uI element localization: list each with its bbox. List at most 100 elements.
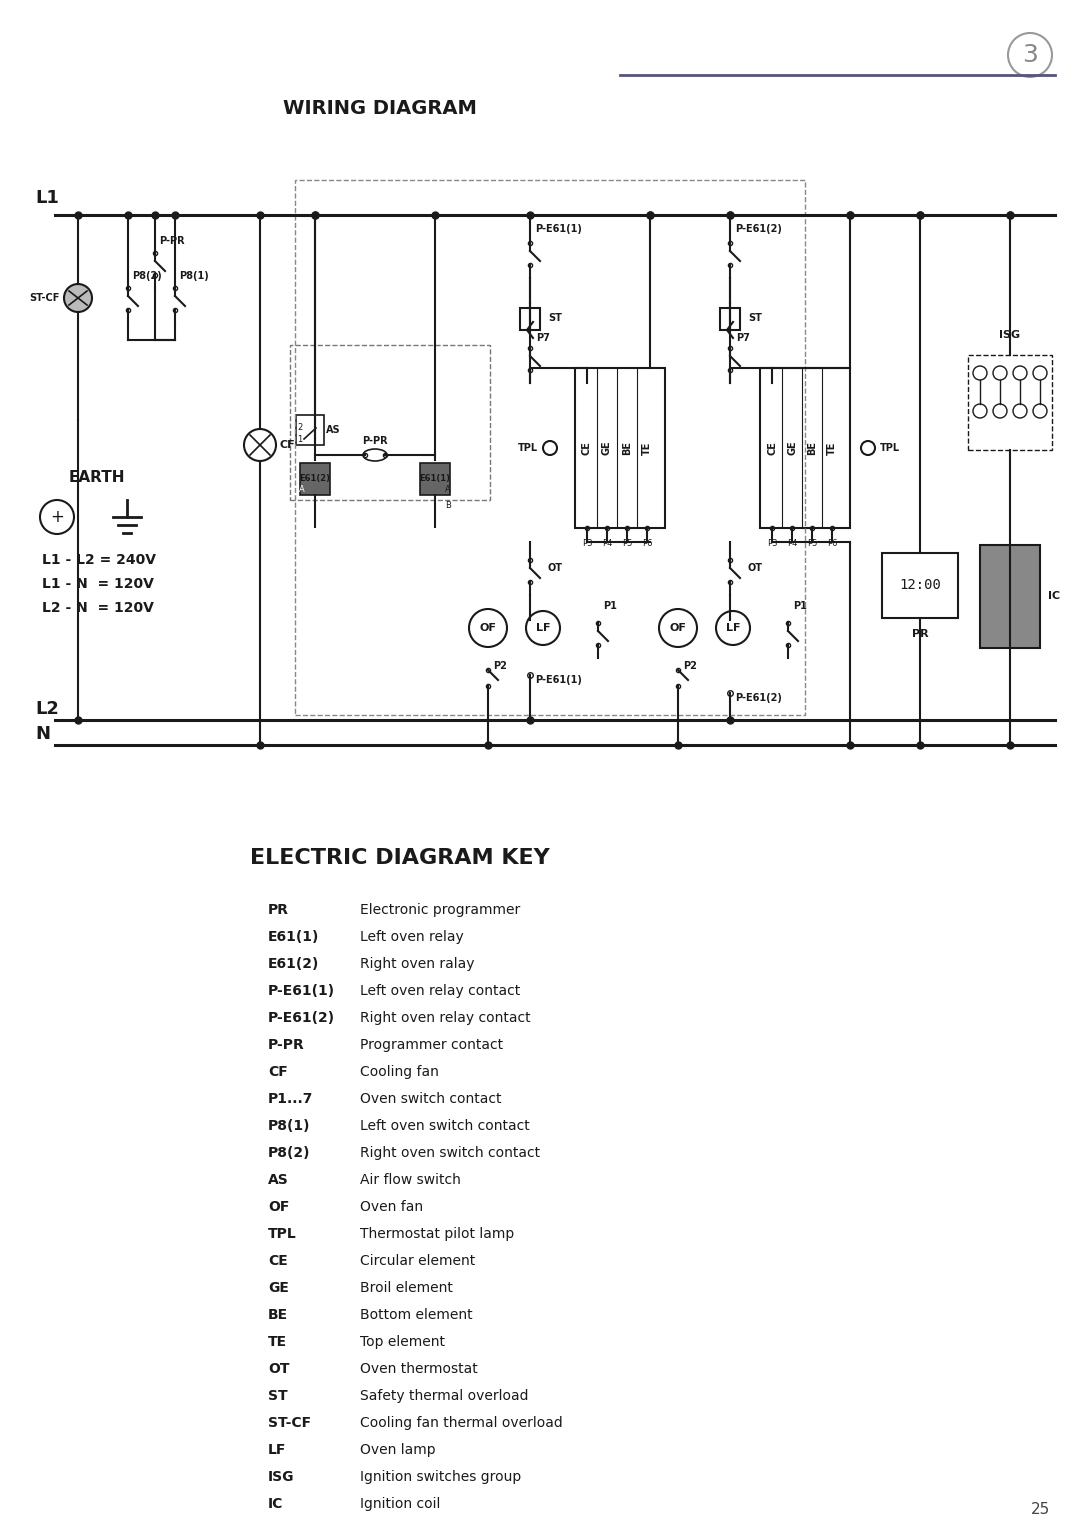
Text: ST: ST: [268, 1390, 287, 1403]
Bar: [980, 545, 1040, 647]
Text: ST-CF: ST-CF: [29, 293, 60, 302]
Text: TPL: TPL: [268, 1228, 297, 1241]
Text: BE: BE: [268, 1309, 288, 1322]
Text: Programmer contact: Programmer contact: [360, 1038, 503, 1052]
Text: OT: OT: [748, 563, 762, 573]
Text: P-E61(1): P-E61(1): [535, 224, 582, 234]
Text: 12:00: 12:00: [899, 579, 941, 592]
Text: E61(2): E61(2): [299, 473, 330, 483]
Text: P1: P1: [793, 602, 807, 611]
Text: IC: IC: [1048, 591, 1061, 602]
Bar: [575, 368, 665, 528]
Text: CF: CF: [280, 440, 296, 450]
Text: EARTH: EARTH: [69, 469, 125, 484]
Text: BE: BE: [622, 441, 632, 455]
Text: CE: CE: [767, 441, 777, 455]
Text: P8(2): P8(2): [132, 270, 162, 281]
Text: PR: PR: [912, 629, 929, 638]
Text: E61(1): E61(1): [419, 473, 450, 483]
Text: L2 - N  = 120V: L2 - N = 120V: [42, 602, 153, 615]
Text: TE: TE: [827, 441, 837, 455]
Text: P5: P5: [807, 539, 818, 548]
Text: WIRING DIAGRAM: WIRING DIAGRAM: [283, 99, 477, 118]
Text: Cooling fan: Cooling fan: [360, 1064, 438, 1080]
Text: P-E61(1): P-E61(1): [268, 983, 335, 999]
Bar: [882, 553, 958, 618]
Text: IC: IC: [268, 1496, 283, 1512]
Text: PR: PR: [268, 902, 289, 918]
Text: P6: P6: [827, 539, 837, 548]
Text: P3: P3: [582, 539, 592, 548]
Text: Bottom element: Bottom element: [360, 1309, 473, 1322]
Text: 2: 2: [297, 423, 302, 432]
Text: A: A: [299, 484, 305, 493]
Text: ST-CF: ST-CF: [268, 1416, 311, 1429]
Text: Oven lamp: Oven lamp: [360, 1443, 435, 1457]
Text: P8(2): P8(2): [268, 1145, 311, 1161]
Text: A: A: [445, 484, 450, 493]
Text: CE: CE: [268, 1254, 287, 1267]
Text: CE: CE: [582, 441, 592, 455]
Text: Left oven relay contact: Left oven relay contact: [360, 983, 521, 999]
Text: Safety thermal overload: Safety thermal overload: [360, 1390, 528, 1403]
Text: Oven thermostat: Oven thermostat: [360, 1362, 477, 1376]
Text: P1: P1: [603, 602, 617, 611]
Bar: [519, 308, 540, 330]
Text: L1: L1: [35, 189, 59, 208]
Circle shape: [64, 284, 92, 312]
Text: 25: 25: [1030, 1503, 1050, 1518]
Text: TE: TE: [268, 1335, 287, 1348]
Text: OF: OF: [670, 623, 687, 634]
Text: P8(1): P8(1): [179, 270, 208, 281]
Text: Left oven switch contact: Left oven switch contact: [360, 1119, 530, 1133]
Bar: [420, 463, 450, 495]
Text: OF: OF: [480, 623, 497, 634]
Text: ELECTRIC DIAGRAM KEY: ELECTRIC DIAGRAM KEY: [251, 847, 550, 867]
Text: Top element: Top element: [360, 1335, 445, 1348]
Text: Right oven switch contact: Right oven switch contact: [360, 1145, 540, 1161]
Bar: [291, 345, 490, 499]
Text: GE: GE: [268, 1281, 288, 1295]
Text: Oven switch contact: Oven switch contact: [360, 1092, 501, 1106]
Text: OT: OT: [268, 1362, 289, 1376]
Bar: [296, 415, 324, 444]
Text: ST: ST: [748, 313, 761, 324]
Text: LF: LF: [536, 623, 550, 634]
Text: P-E61(2): P-E61(2): [735, 693, 782, 702]
Text: BE: BE: [807, 441, 816, 455]
Text: Thermostat pilot lamp: Thermostat pilot lamp: [360, 1228, 514, 1241]
Text: CF: CF: [268, 1064, 287, 1080]
Text: LF: LF: [268, 1443, 286, 1457]
Text: P5: P5: [622, 539, 632, 548]
Text: Air flow switch: Air flow switch: [360, 1173, 461, 1186]
Text: P7: P7: [735, 333, 750, 344]
Text: L2: L2: [35, 699, 59, 718]
Text: GE: GE: [602, 441, 612, 455]
Text: P-E61(1): P-E61(1): [535, 675, 582, 686]
Text: E61(2): E61(2): [268, 957, 320, 971]
Text: P-E61(2): P-E61(2): [735, 224, 782, 234]
Text: ISG: ISG: [999, 330, 1021, 341]
Text: P1...7: P1...7: [268, 1092, 313, 1106]
Text: TE: TE: [642, 441, 652, 455]
Text: TPL: TPL: [880, 443, 900, 454]
Text: P2: P2: [492, 661, 507, 670]
Text: N: N: [35, 725, 50, 744]
Text: P-E61(2): P-E61(2): [268, 1011, 335, 1025]
Text: Left oven relay: Left oven relay: [360, 930, 463, 944]
Text: B: B: [299, 501, 305, 510]
Text: P8(1): P8(1): [268, 1119, 311, 1133]
Text: OT: OT: [548, 563, 563, 573]
Text: P-PR: P-PR: [268, 1038, 305, 1052]
Text: B: B: [445, 501, 451, 510]
Text: Ignition coil: Ignition coil: [360, 1496, 441, 1512]
Text: L1 - L2 = 240V: L1 - L2 = 240V: [42, 553, 156, 567]
Text: Broil element: Broil element: [360, 1281, 453, 1295]
Text: L1 - N  = 120V: L1 - N = 120V: [42, 577, 153, 591]
Text: TPL: TPL: [518, 443, 538, 454]
Text: P6: P6: [642, 539, 652, 548]
Text: E61(1): E61(1): [268, 930, 320, 944]
Text: Electronic programmer: Electronic programmer: [360, 902, 521, 918]
Bar: [760, 368, 850, 528]
Text: AS: AS: [326, 425, 340, 435]
